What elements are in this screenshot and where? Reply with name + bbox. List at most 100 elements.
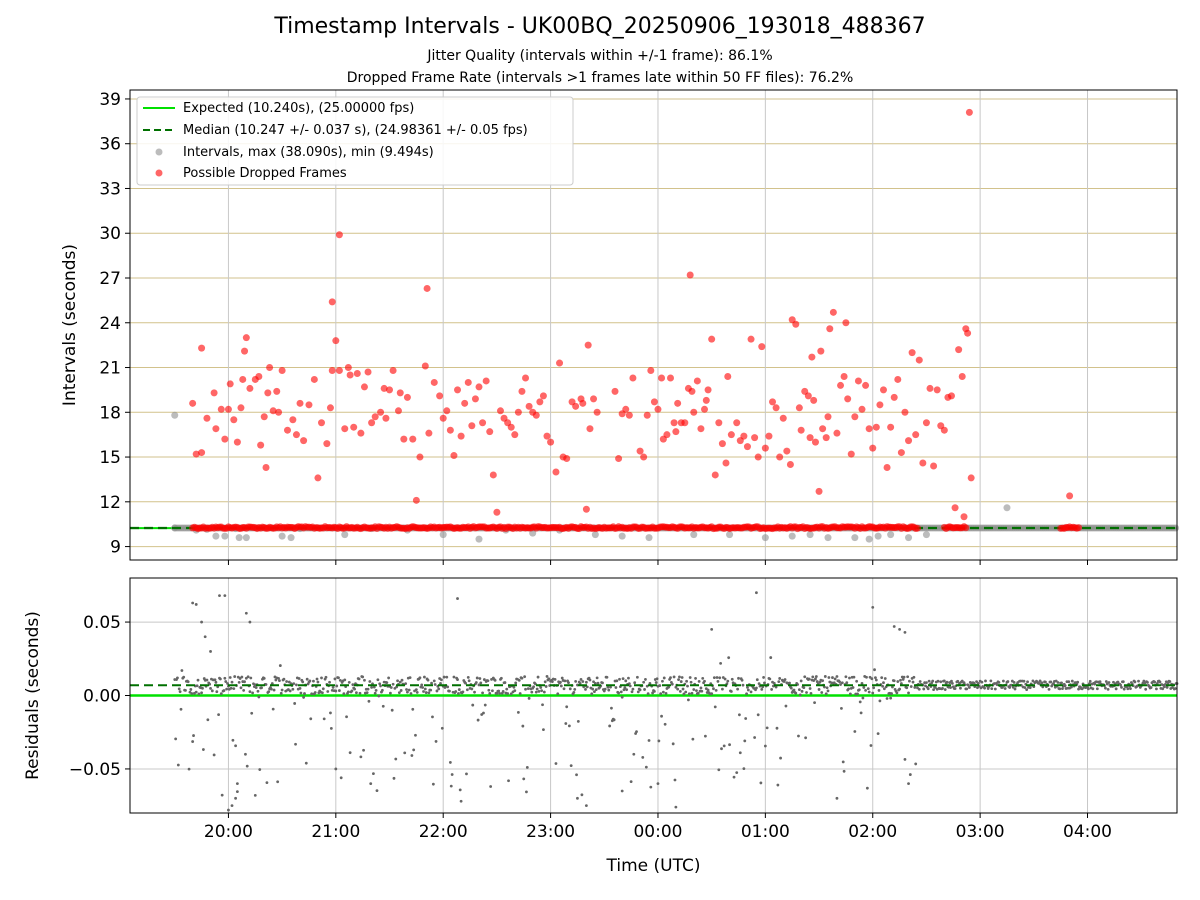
residual-point: [860, 682, 864, 685]
residual-point: [763, 744, 767, 748]
residual-point: [374, 688, 378, 692]
dropped-frame-point: [590, 395, 598, 403]
dropped-frame-point: [450, 452, 458, 460]
residual-point: [824, 692, 828, 696]
dropped-frame-point: [842, 319, 850, 327]
residual-point: [309, 717, 313, 721]
residual-point: [823, 675, 827, 678]
residual-point: [491, 689, 494, 693]
dropped-frame-point: [810, 396, 818, 404]
residual-point: [729, 690, 733, 693]
residual-point: [1028, 686, 1032, 690]
residual-point: [805, 691, 808, 694]
residuals-ytick-label: 0.00: [83, 687, 121, 707]
residual-point: [539, 686, 543, 689]
residual-point: [254, 686, 258, 690]
residual-point: [456, 678, 459, 681]
residual-point: [497, 689, 501, 693]
residual-point: [784, 704, 788, 708]
dropped-frame-point: [887, 423, 895, 431]
residual-point: [560, 676, 564, 680]
dropped-frame-point: [210, 389, 218, 397]
residual-point: [922, 687, 926, 691]
dropped-frame-point: [584, 341, 592, 349]
dropped-frame-point: [246, 384, 254, 392]
residual-point: [433, 683, 437, 686]
residual-point: [770, 688, 774, 691]
residual-point: [956, 679, 960, 683]
residual-point: [355, 691, 358, 695]
dropped-frame-point: [772, 404, 780, 412]
dropped-frame-point: [364, 368, 372, 376]
residual-point: [619, 690, 623, 694]
residual-point: [933, 686, 937, 689]
residual-point: [720, 747, 723, 751]
residual-point: [265, 781, 269, 785]
residual-point: [454, 690, 458, 693]
residual-point: [337, 676, 340, 680]
dropped-frame-point: [779, 414, 787, 422]
residual-point: [907, 782, 910, 786]
intervals-ytick-label: 39: [99, 90, 121, 110]
residual-point: [1001, 685, 1004, 689]
interval-point: [865, 535, 873, 543]
residual-point: [603, 687, 607, 691]
residual-point: [1104, 680, 1108, 683]
residual-point: [617, 691, 620, 695]
residual-point: [405, 688, 408, 691]
residual-point: [329, 711, 332, 715]
dropped-frame-point: [933, 386, 941, 394]
residual-point: [769, 656, 773, 659]
dropped-frame-point: [380, 384, 388, 392]
residual-point: [584, 680, 588, 684]
residual-point: [396, 679, 399, 683]
residual-point: [392, 776, 396, 780]
interval-point: [922, 531, 930, 539]
residual-point: [1063, 684, 1067, 688]
residual-point: [1008, 686, 1012, 689]
dropped-frame-point: [817, 347, 825, 355]
residual-point: [474, 681, 478, 684]
dropped-frame-point: [792, 320, 800, 328]
residual-point: [1011, 685, 1015, 689]
residual-point: [874, 678, 878, 682]
residual-point: [620, 695, 624, 699]
dropped-frame-point: [386, 386, 394, 394]
dropped-frame-point: [482, 377, 490, 385]
residual-point: [182, 675, 186, 679]
residual-point: [316, 680, 320, 684]
residual-point: [950, 679, 953, 683]
residual-point: [310, 692, 314, 696]
residual-point: [362, 748, 365, 752]
residual-point: [242, 689, 246, 692]
residual-point: [984, 679, 987, 683]
residual-point: [962, 681, 966, 685]
residual-point: [375, 789, 379, 793]
residual-point: [1076, 680, 1080, 684]
residual-point: [847, 687, 850, 691]
dropped-frame-point: [547, 438, 555, 446]
dropped-frame-point: [960, 513, 968, 521]
interval-point: [788, 532, 796, 540]
interval-point: [645, 534, 653, 542]
dropped-frame-point: [815, 487, 823, 495]
residual-point: [736, 687, 740, 691]
dropped-frame-point: [625, 411, 633, 419]
residual-point: [553, 677, 557, 681]
residual-point: [745, 692, 748, 696]
residual-point: [387, 676, 391, 680]
residual-point: [1168, 680, 1172, 683]
residual-point: [450, 773, 454, 776]
residual-point: [757, 682, 761, 686]
residual-point: [777, 680, 781, 683]
residual-point: [576, 796, 579, 800]
residual-point: [1106, 687, 1110, 691]
dropped-frame-point: [915, 356, 923, 364]
residual-point: [620, 789, 624, 793]
residual-point: [299, 691, 303, 695]
residual-point: [755, 591, 758, 595]
dropped-frame-point: [237, 404, 245, 412]
residual-point: [209, 686, 212, 690]
residual-point: [525, 765, 529, 769]
